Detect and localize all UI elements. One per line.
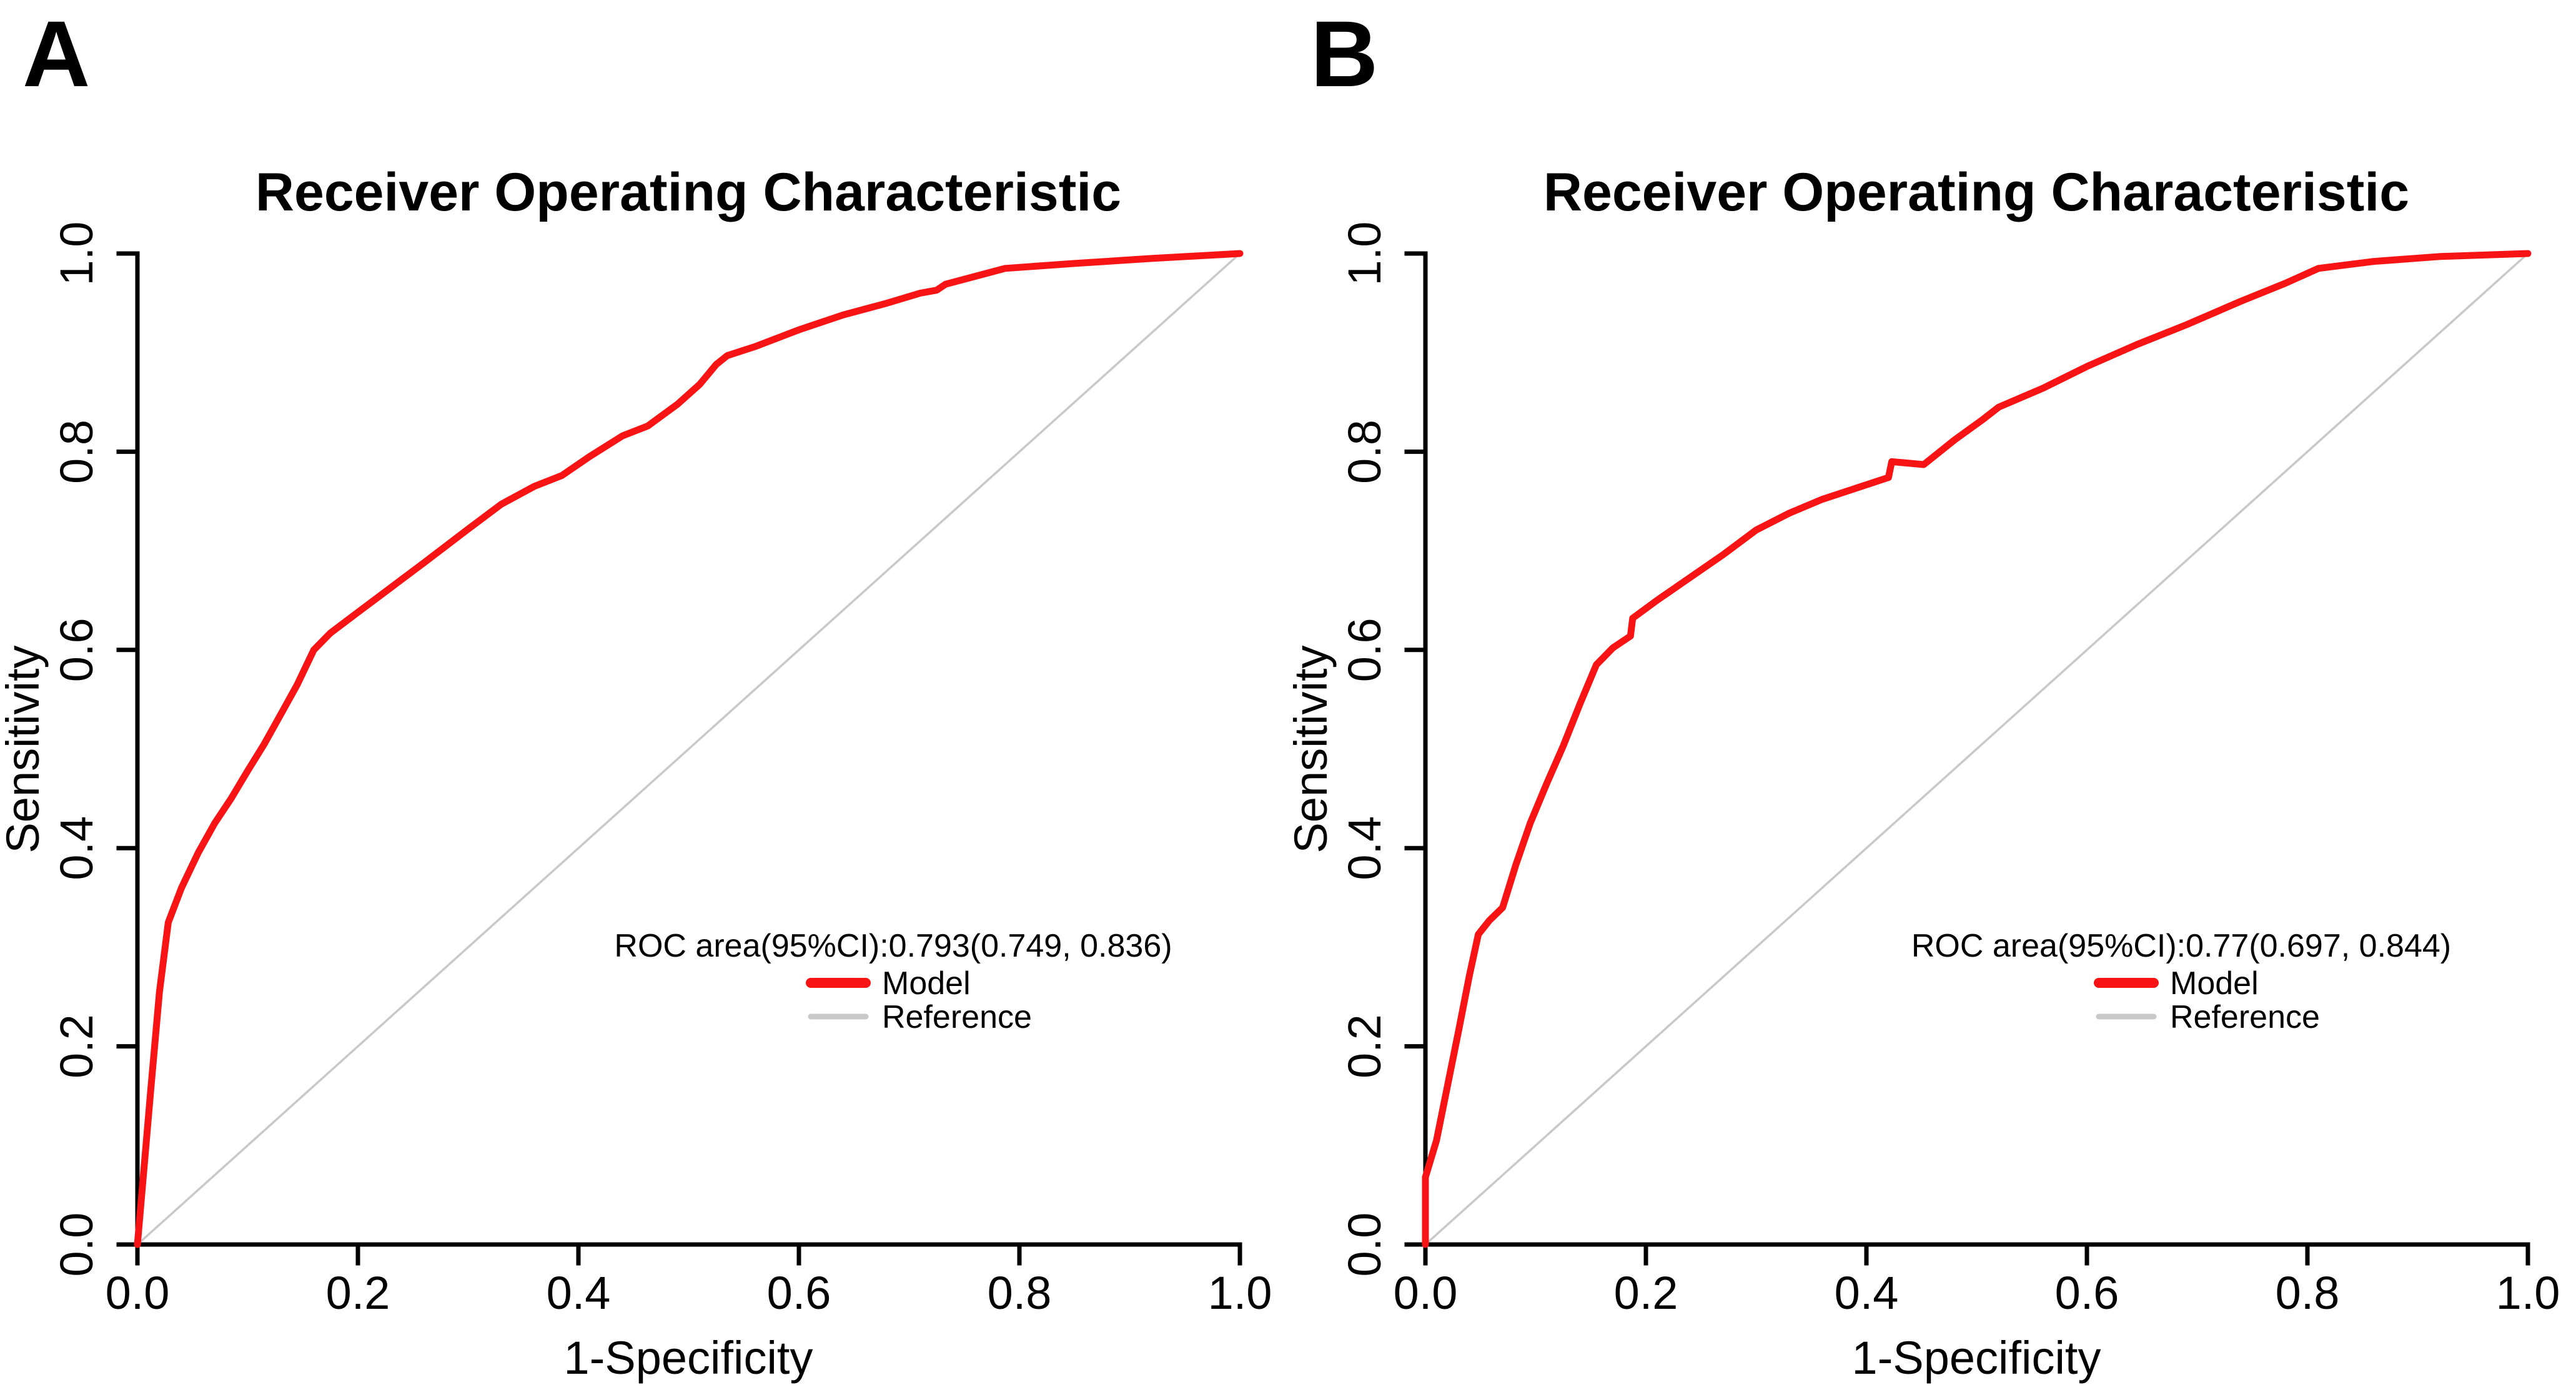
x-tick-label: 1.0 (2496, 1267, 2560, 1319)
y-tick-label: 1.0 (51, 222, 102, 286)
x-tick-label: 0.0 (106, 1267, 170, 1319)
chart-title-b: Receiver Operating Characteristic (1543, 162, 2409, 222)
x-tick-label: 0.2 (326, 1267, 390, 1319)
x-tick-label: 0.8 (2276, 1267, 2340, 1319)
y-tick-label: 0.4 (1339, 816, 1390, 880)
x-tick-label: 0.6 (2055, 1267, 2119, 1319)
axes-layer: 0.0 0.2 0.4 0.6 0.8 1.0 0.0 0.2 0.4 0.6 0.8 1.0 (1339, 222, 2560, 1319)
y-tick-label: 0.2 (51, 1014, 102, 1078)
y-tick-label: 0.2 (1339, 1014, 1390, 1078)
legend: ROC area(95%CI):0.793(0.749, 0.836) Mode… (614, 928, 1172, 1035)
x-axis-title: 1-Specificity (1852, 1332, 2101, 1384)
model-curve (134, 250, 1244, 1248)
y-tick-label: 0.8 (51, 420, 102, 484)
y-tick-label: 0.0 (1339, 1213, 1390, 1277)
curves-layer (1422, 250, 2532, 1248)
roc-chart-b: B Receiver Operating Characteristic 0.0 0… (1288, 1, 2560, 1384)
x-axis-title: 1-Specificity (564, 1332, 813, 1384)
reference-curve (1424, 252, 2529, 1246)
x-tick-label: 0.0 (1394, 1267, 1458, 1319)
curves-layer (134, 250, 1244, 1248)
y-axis-title: Sensitivity (0, 645, 49, 853)
roc-panel-b: B Receiver Operating Characteristic 0.0 0… (1288, 0, 2576, 1390)
legend-model-label: Model (882, 965, 971, 1002)
x-tick-label: 0.4 (547, 1267, 611, 1319)
roc-chart-a: A Receiver Operating Characteristic 0.0 0… (0, 1, 1272, 1384)
legend: ROC area(95%CI):0.77(0.697, 0.844) Model… (1911, 928, 2451, 1035)
y-tick-label: 0.6 (1339, 618, 1390, 682)
reference-curve (136, 252, 1241, 1246)
x-tick-label: 0.4 (1835, 1267, 1899, 1319)
x-tick-label: 1.0 (1208, 1267, 1272, 1319)
axes-layer: 0.0 0.2 0.4 0.6 0.8 1.0 0.0 0.2 0.4 0.6 0.8 1.0 (51, 222, 1272, 1319)
model-curve (1422, 250, 2532, 1248)
y-tick-label: 0.4 (51, 816, 102, 880)
y-axis-title: Sensitivity (1288, 645, 1337, 853)
legend-auc-text: ROC area(95%CI):0.77(0.697, 0.844) (1911, 928, 2451, 964)
x-tick-label: 0.2 (1614, 1267, 1678, 1319)
y-tick-label: 0.6 (51, 618, 102, 682)
panel-letter-b: B (1310, 1, 1378, 106)
legend-auc-text: ROC area(95%CI):0.793(0.749, 0.836) (614, 928, 1172, 964)
y-tick-label: 0.0 (51, 1213, 102, 1277)
x-tick-label: 0.8 (988, 1267, 1052, 1319)
panel-letter-a: A (22, 1, 90, 106)
roc-panel-a: A Receiver Operating Characteristic 0.0 0… (0, 1, 1272, 1384)
legend-reference-label: Reference (882, 999, 1032, 1035)
y-tick-label: 0.8 (1339, 420, 1390, 484)
y-tick-label: 1.0 (1339, 222, 1390, 286)
legend-reference-label: Reference (2170, 999, 2320, 1035)
chart-title-a: Receiver Operating Characteristic (255, 162, 1121, 222)
legend-model-label: Model (2170, 965, 2259, 1002)
x-tick-label: 0.6 (767, 1267, 831, 1319)
